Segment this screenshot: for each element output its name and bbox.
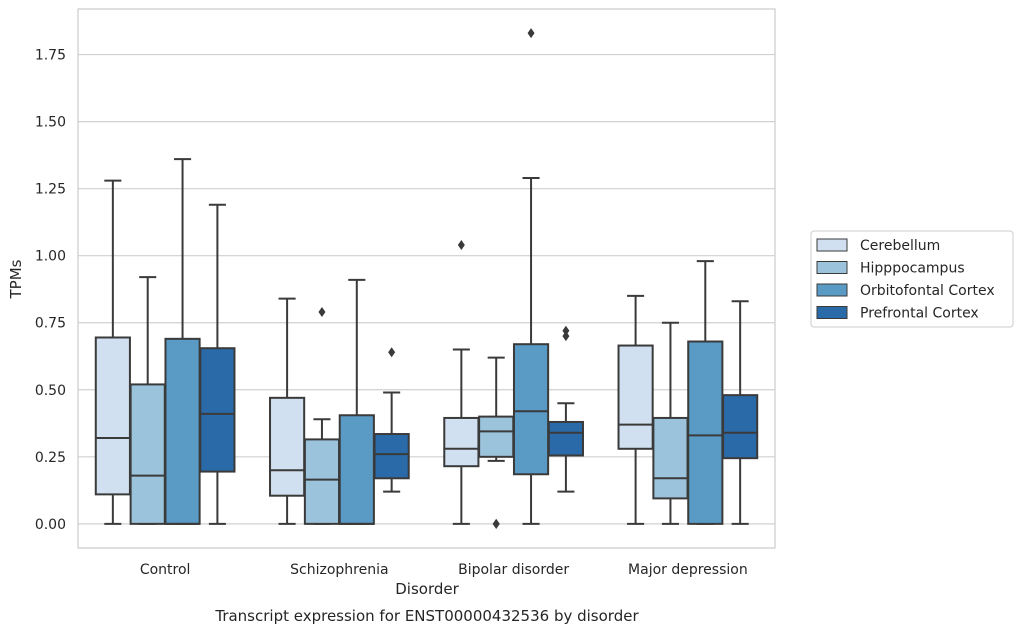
box-iqr [652,416,689,500]
legend-label: Cerebellum [860,238,940,254]
box-orbitofontal-cortex [687,260,724,525]
box-orbitofontal-cortex [164,158,201,525]
y-tick-label: 1.50 [35,115,66,131]
box-orbitofontal-cortex [338,278,375,525]
y-tick-label: 1.25 [35,182,66,198]
outlier-point [562,325,570,336]
box-hipppocampus [478,356,515,529]
legend-frame [810,230,1014,328]
y-tick-label: 1.75 [35,48,66,64]
x-axis-label: Disorder [395,580,459,598]
box-iqr [199,347,236,473]
box-iqr [547,420,584,457]
outlier-point [457,239,465,250]
box-iqr [373,433,410,480]
y-tick-label: 0.25 [35,450,66,466]
y-tick-label: 0.00 [35,517,66,533]
box-orbitofontal-cortex [512,28,550,525]
legend-label: Hipppocampus [860,261,965,277]
box-iqr [617,344,654,450]
x-tick-label: Control [140,562,191,578]
x-tick-label: Bipolar disorder [458,562,569,578]
box-iqr [164,337,201,525]
legend-swatch [816,238,848,252]
box-iqr [338,414,375,525]
box-cerebellum [269,297,306,525]
x-tick-labels: Control Schizophrenia Bipolar disorder Majo… [140,562,748,578]
legend: Cerebellum Hipppocampus Orbitofontal Corte… [810,230,1014,328]
box-iqr [94,336,131,496]
outlier-point [562,331,570,342]
box-prefrontal-cortex [373,347,410,493]
x-tick-label: Major depression [628,562,748,578]
box-hipppocampus [652,321,689,525]
box-iqr [687,340,724,525]
outlier-point [527,28,535,39]
box-hipppocampus [129,276,166,525]
box-iqr [512,343,550,476]
y-axis-label: TPMs [7,259,25,299]
box-iqr [129,383,166,525]
legend-swatch [816,283,848,297]
box-cerebellum [443,239,480,525]
y-tick-labels: 0.00 0.25 0.50 0.75 1.00 1.25 1.50 1.75 [35,48,66,533]
box-prefrontal-cortex [722,300,759,525]
outlier-point [318,307,326,318]
plot-frame [77,8,776,549]
legend-swatch [816,306,848,319]
y-tick-label: 0.75 [35,316,66,332]
y-tick-label: 1.00 [35,249,66,265]
box-prefrontal-cortex [199,203,236,525]
outlier-point [492,518,500,529]
box-groups [94,28,759,529]
x-tick-label: Schizophrenia [290,562,388,578]
outlier-point [388,347,396,358]
legend-label: Orbitofontal Cortex [860,283,995,299]
y-tick-label: 0.50 [35,383,66,399]
box-cerebellum [94,179,131,525]
box-iqr [478,415,515,458]
legend-label: Prefrontal Cortex [860,306,979,322]
box-cerebellum [617,294,654,525]
box-iqr [722,394,759,460]
chart-caption: Transcript expression for ENST0000043253… [214,607,639,625]
legend-swatch [816,261,848,274]
box-iqr [303,438,341,525]
box-iqr [269,396,306,497]
box-iqr [443,416,480,468]
box-prefrontal-cortex [547,325,584,493]
box-hipppocampus [303,307,341,525]
